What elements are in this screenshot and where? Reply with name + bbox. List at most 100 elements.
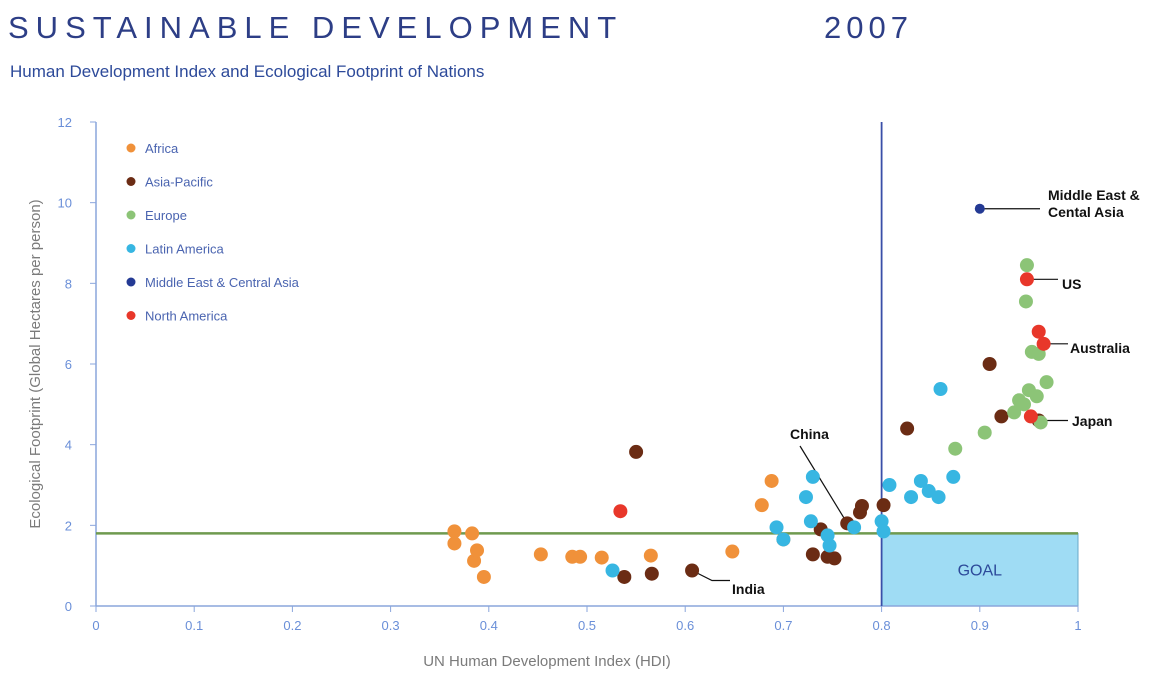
data-point-asia-pacific	[827, 551, 842, 566]
annotation-label-us: US	[1062, 276, 1081, 292]
data-point-latin-america	[946, 469, 961, 484]
goal-label: GOAL	[958, 563, 1003, 580]
x-tick-label: 0	[92, 618, 99, 633]
data-point-asia-pacific	[994, 409, 1009, 424]
y-axis-title: Ecological Footprint (Global Hectares pe…	[27, 199, 44, 528]
x-tick-label: 0.7	[774, 618, 792, 633]
data-point-latin-america	[847, 520, 862, 535]
data-point-latin-america	[605, 563, 620, 578]
y-tick-label: 8	[65, 276, 72, 291]
chart-title: SUSTAINABLE DEVELOPMENT	[8, 10, 624, 45]
annotation-label-india: India	[732, 581, 765, 597]
data-point-africa	[643, 548, 658, 563]
x-tick-label: 1	[1074, 618, 1081, 633]
legend-label-north-america: North America	[145, 309, 228, 324]
data-point-africa	[594, 550, 609, 565]
data-point-europe	[948, 441, 963, 456]
data-point-asia-pacific	[982, 357, 997, 371]
data-point-latin-america	[933, 382, 948, 397]
data-point-asia-pacific	[854, 498, 869, 513]
goal-region	[881, 532, 1079, 607]
data-point-europe	[977, 425, 992, 440]
x-tick-label: 0.9	[971, 618, 989, 633]
data-point-north-america	[613, 504, 628, 519]
annotation-label-japan-line: Japan	[1072, 413, 1112, 429]
annotation-label-australia: Australia	[1070, 340, 1130, 356]
data-point-asia-pacific	[876, 498, 891, 513]
data-point-latin-america	[931, 490, 946, 505]
x-tick-label: 0.5	[578, 618, 596, 633]
annotation-label-middle-east-cental-asia: Middle East & Cental Asia	[1048, 187, 1140, 220]
legend-marker-latin-america	[126, 244, 136, 253]
data-point-africa	[764, 473, 779, 488]
data-point-europe	[1016, 397, 1031, 412]
legend-marker-north-america	[126, 311, 136, 320]
annotation-label-middle-east-cental-asia-line: Cental Asia	[1048, 204, 1124, 220]
y-tick-label: 4	[65, 438, 72, 453]
legend-label-europe: Europe	[145, 208, 187, 223]
annotation-label-china: China	[790, 426, 829, 442]
legend-marker-africa	[126, 143, 136, 153]
legend-label-middle-east-central-asia: Middle East & Central Asia	[145, 275, 300, 290]
data-point-africa	[465, 526, 480, 541]
legend-label-africa: Africa	[145, 141, 179, 156]
data-point-asia-pacific	[617, 569, 632, 584]
legend-marker-asia-pacific	[126, 177, 136, 186]
data-point-europe	[1039, 375, 1054, 390]
x-tick-label: 0.8	[873, 618, 891, 633]
data-point-africa	[447, 536, 462, 551]
y-tick-label: 6	[65, 357, 72, 372]
y-tick-label: 2	[65, 518, 72, 533]
data-point-asia-pacific	[685, 563, 700, 578]
annotation-label-india-line: India	[732, 581, 765, 597]
data-point-latin-america	[882, 478, 897, 492]
data-point-europe	[1019, 258, 1034, 273]
data-point-north-america	[1019, 272, 1034, 287]
annotation-label-us-line: US	[1062, 276, 1081, 292]
chart-subtitle: Human Development Index and Ecological F…	[10, 62, 485, 81]
data-point-latin-america	[904, 490, 919, 505]
data-point-africa	[725, 544, 740, 559]
legend-label-latin-america: Latin America	[145, 242, 225, 257]
x-tick-label: 0.1	[185, 618, 203, 633]
data-point-middle-east-central-asia	[974, 203, 985, 214]
data-point-africa	[476, 569, 491, 584]
data-point-asia-pacific	[629, 444, 644, 459]
x-tick-label: 0.4	[480, 618, 498, 633]
data-point-latin-america	[805, 469, 820, 484]
data-point-africa	[467, 553, 482, 568]
data-point-latin-america	[822, 538, 837, 553]
annotation-leader-china	[799, 445, 848, 524]
chart-year: 2007	[824, 10, 913, 45]
data-point-africa	[754, 498, 769, 513]
y-tick-label: 0	[65, 599, 72, 614]
annotation-label-middle-east-cental-asia-line: Middle East &	[1048, 187, 1140, 203]
x-tick-label: 0.3	[382, 618, 400, 633]
data-point-africa	[447, 524, 462, 539]
y-tick-label: 10	[58, 196, 72, 211]
data-point-africa	[470, 543, 485, 558]
annotation-label-australia-line: Australia	[1070, 340, 1130, 356]
data-point-latin-america	[803, 514, 818, 529]
data-point-asia-pacific	[805, 547, 820, 562]
annotation-label-japan: Japan	[1072, 413, 1112, 429]
data-point-north-america	[1023, 409, 1038, 424]
x-tick-label: 0.2	[283, 618, 301, 633]
data-point-asia-pacific	[644, 566, 659, 581]
data-point-africa	[573, 549, 588, 564]
data-point-asia-pacific	[900, 421, 915, 436]
annotation-label-china-line: China	[790, 426, 829, 442]
legend-label-asia-pacific: Asia-Pacific	[145, 175, 213, 190]
legend-marker-europe	[126, 210, 136, 220]
legend-marker-middle-east-central-asia	[126, 277, 136, 287]
y-tick-label: 12	[58, 115, 72, 130]
data-point-europe	[1018, 294, 1033, 309]
x-axis-title: UN Human Development Index (HDI)	[423, 653, 671, 670]
data-point-europe	[1029, 389, 1044, 404]
data-point-latin-america	[798, 490, 813, 505]
annotation-leader-india	[691, 569, 730, 582]
data-point-north-america	[1031, 324, 1046, 339]
data-point-africa	[533, 547, 548, 562]
data-point-latin-america	[876, 524, 891, 539]
